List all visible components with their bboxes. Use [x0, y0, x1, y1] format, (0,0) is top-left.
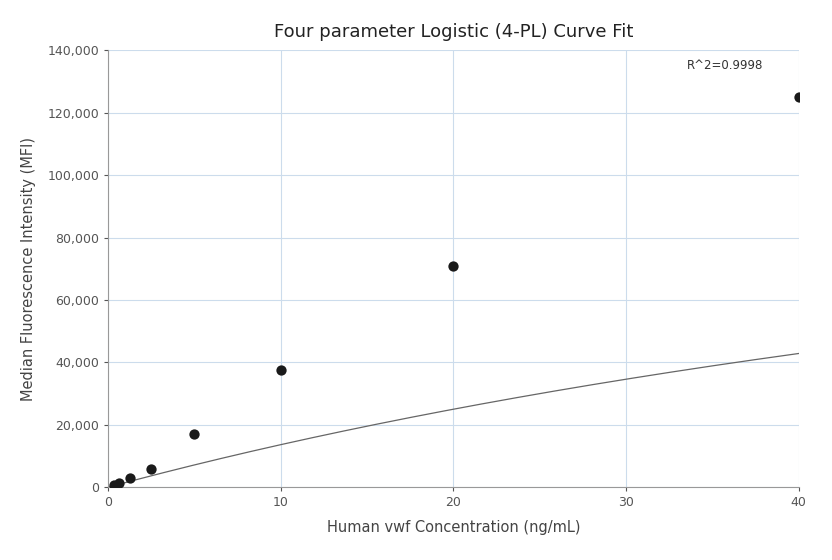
Point	[106, 480, 120, 489]
Point	[145, 465, 158, 474]
Point	[275, 366, 288, 375]
Point	[447, 261, 460, 270]
Point	[123, 473, 136, 482]
X-axis label: Human vwf Concentration (ng/mL): Human vwf Concentration (ng/mL)	[327, 520, 580, 535]
Title: Four parameter Logistic (4-PL) Curve Fit: Four parameter Logistic (4-PL) Curve Fit	[274, 22, 633, 40]
Y-axis label: Median Fluorescence Intensity (MFI): Median Fluorescence Intensity (MFI)	[21, 137, 36, 401]
Text: R^2=0.9998: R^2=0.9998	[686, 59, 763, 72]
Point	[112, 478, 126, 487]
Point	[792, 93, 805, 102]
Point	[188, 430, 201, 438]
